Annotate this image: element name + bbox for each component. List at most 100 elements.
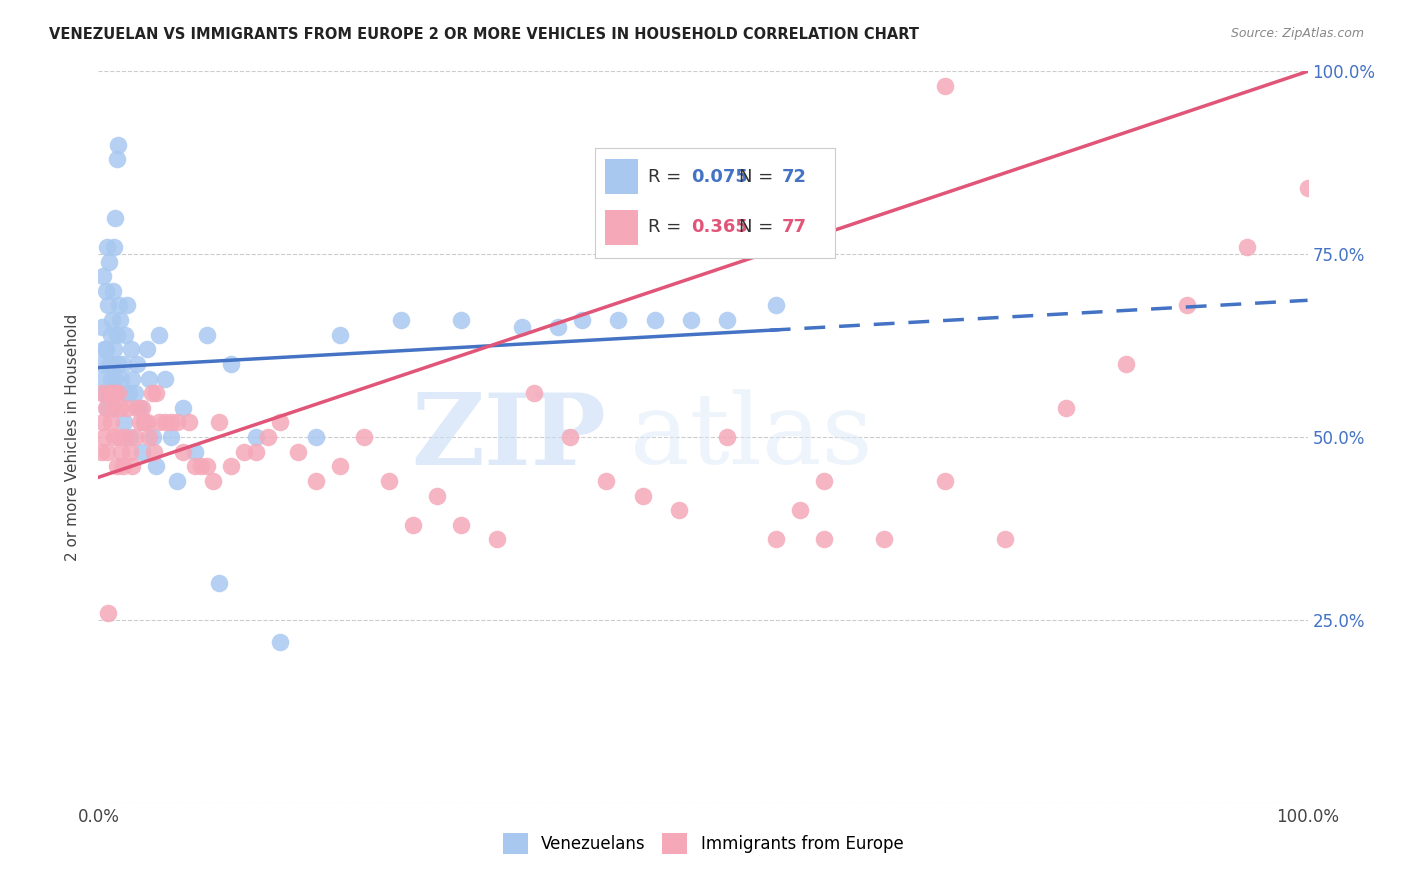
Point — [426, 489, 449, 503]
Point — [450, 313, 472, 327]
Point — [558, 430, 581, 444]
Point — [114, 327, 136, 342]
Point — [208, 416, 231, 430]
Point — [108, 401, 131, 415]
Point — [166, 416, 188, 430]
Point — [153, 371, 176, 385]
Point — [202, 474, 225, 488]
Point — [305, 430, 328, 444]
Point — [104, 386, 127, 401]
Bar — [605, 160, 638, 194]
Point — [510, 320, 533, 334]
Point — [103, 430, 125, 444]
Point — [329, 327, 352, 342]
Text: atlas: atlas — [630, 389, 873, 485]
Point — [108, 430, 131, 444]
Point — [97, 606, 120, 620]
Point — [128, 416, 150, 430]
Point — [141, 386, 163, 401]
Point — [934, 474, 956, 488]
Point — [127, 401, 149, 415]
Bar — [605, 210, 638, 245]
Point — [90, 357, 112, 371]
Point — [91, 269, 114, 284]
Point — [571, 313, 593, 327]
Point — [631, 489, 654, 503]
Point — [121, 459, 143, 474]
Point — [124, 386, 146, 401]
Point — [232, 444, 254, 458]
Point — [96, 401, 118, 415]
Point — [94, 284, 117, 298]
Text: R =: R = — [648, 168, 688, 186]
Point — [305, 474, 328, 488]
Point — [145, 386, 167, 401]
Point — [389, 313, 412, 327]
Point — [115, 386, 138, 401]
Point — [93, 343, 115, 357]
Point — [118, 386, 141, 401]
Point — [105, 327, 128, 342]
Point — [98, 357, 121, 371]
Point — [142, 430, 165, 444]
Point — [607, 313, 630, 327]
Point — [101, 401, 124, 415]
Point — [94, 343, 117, 357]
Point — [269, 635, 291, 649]
Point — [104, 371, 127, 385]
Point — [94, 401, 117, 415]
Legend: Venezuelans, Immigrants from Europe: Venezuelans, Immigrants from Europe — [496, 827, 910, 860]
Point — [994, 533, 1017, 547]
Text: 77: 77 — [782, 219, 807, 236]
Point — [547, 320, 569, 334]
Point — [353, 430, 375, 444]
Point — [120, 343, 142, 357]
Point — [110, 444, 132, 458]
Point — [765, 298, 787, 312]
Point — [111, 357, 134, 371]
Point — [716, 313, 738, 327]
Point — [98, 254, 121, 268]
Point — [287, 444, 309, 458]
Point — [134, 416, 156, 430]
Point — [107, 137, 129, 152]
Point — [131, 401, 153, 415]
Point — [166, 474, 188, 488]
Point — [1115, 357, 1137, 371]
Point — [91, 320, 114, 334]
Point — [124, 430, 146, 444]
Point — [1175, 298, 1198, 312]
Point — [93, 371, 115, 385]
Point — [873, 533, 896, 547]
Point — [256, 430, 278, 444]
Point — [172, 401, 194, 415]
Point — [160, 430, 183, 444]
Point — [934, 78, 956, 93]
Point — [100, 357, 122, 371]
Point — [96, 240, 118, 254]
Point — [716, 430, 738, 444]
Point — [93, 430, 115, 444]
Point — [97, 298, 120, 312]
Text: R =: R = — [648, 219, 688, 236]
Point — [486, 533, 509, 547]
Point — [118, 430, 141, 444]
Point — [813, 533, 835, 547]
Point — [103, 240, 125, 254]
Y-axis label: 2 or more Vehicles in Household: 2 or more Vehicles in Household — [65, 313, 80, 561]
Point — [221, 357, 243, 371]
Point — [91, 386, 114, 401]
Point — [91, 416, 114, 430]
Text: ZIP: ZIP — [412, 389, 606, 485]
Point — [101, 401, 124, 415]
Point — [195, 459, 218, 474]
Text: Source: ZipAtlas.com: Source: ZipAtlas.com — [1230, 27, 1364, 40]
Point — [269, 416, 291, 430]
Point — [103, 343, 125, 357]
Point — [128, 401, 150, 415]
Point — [153, 416, 176, 430]
Point — [98, 386, 121, 401]
Point — [111, 459, 134, 474]
Point — [172, 444, 194, 458]
Point — [134, 416, 156, 430]
